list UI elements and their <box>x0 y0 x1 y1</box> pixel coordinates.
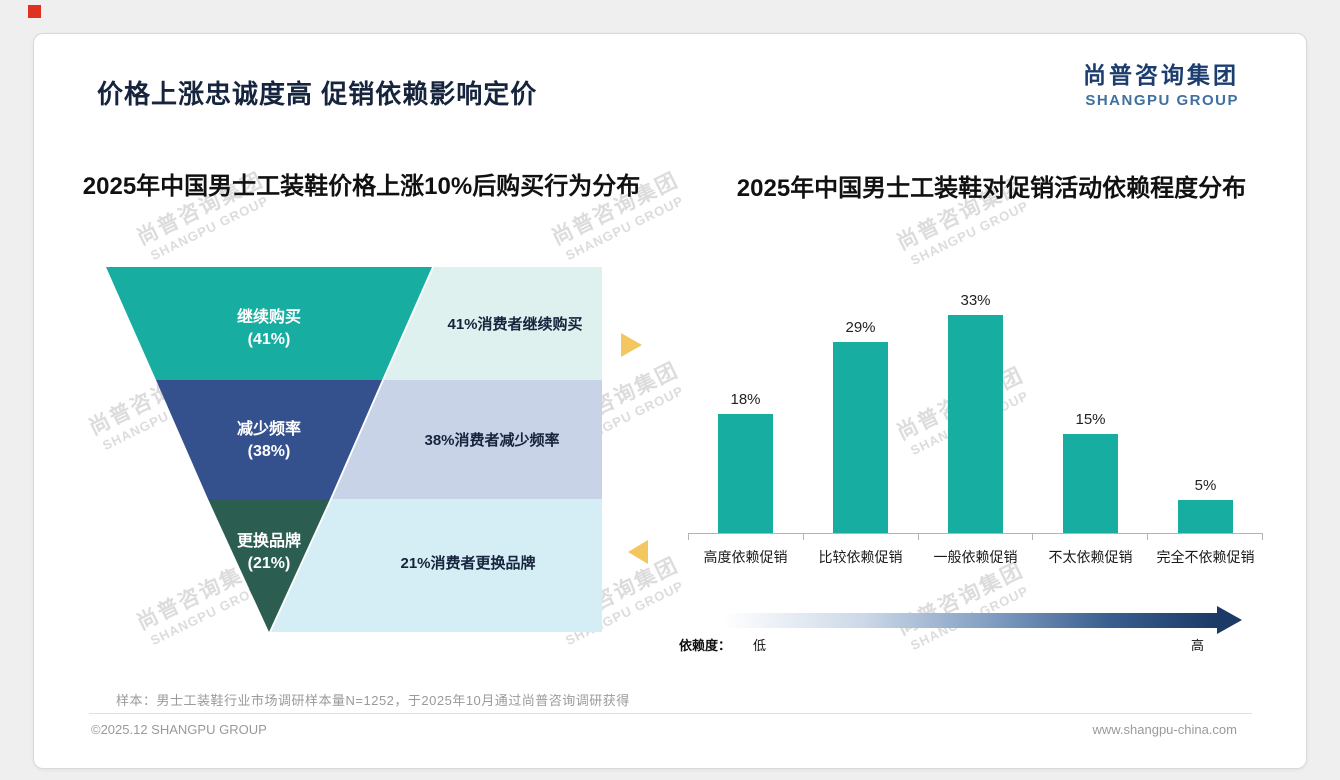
funnel-note-block-1 <box>384 267 602 380</box>
funnel-note-block-2 <box>332 380 602 499</box>
bar-column: 18% <box>688 289 803 533</box>
logo-chinese-name: 尚普咨询集团 <box>1083 62 1239 88</box>
bar-chart: 18% 29% 33% 15% 5% 高度依赖促销 比较依赖促销 一般依赖促销 不太依赖促销 完… <box>688 289 1263 567</box>
funnel-segment-3-pct: (21%) <box>248 555 291 572</box>
funnel-note-1: 41%消费者继续购买 <box>447 315 582 333</box>
bar-chart-title: 2025年中国男士工装鞋对促销活动依赖程度分布 <box>736 175 1247 202</box>
bar <box>1178 500 1233 533</box>
right-arrow-icon <box>621 333 642 357</box>
footer-divider <box>89 713 1252 714</box>
funnel-segment-2-label: 减少频率 <box>237 419 301 438</box>
funnel-note-2: 38%消费者减少频率 <box>424 431 559 449</box>
funnel-segment-2 <box>156 380 382 499</box>
slide-content: 价格上涨忠诚度高 促销依赖影响定价 尚普咨询集团 SHANGPU GROUP 2… <box>34 34 1306 768</box>
bar-category-label: 完全不依赖促销 <box>1156 549 1255 565</box>
funnel-chart: 继续购买 (41%) 减少频率 (38%) 更换品牌 (21%) 41%消费者继… <box>106 267 648 632</box>
axis-tick <box>804 534 919 540</box>
bar <box>833 342 888 533</box>
dependency-axis-title: 依赖度： <box>679 638 732 653</box>
bar-category-label: 比较依赖促销 <box>818 549 903 565</box>
page-title: 价格上涨忠诚度高 促销依赖影响定价 <box>97 79 538 109</box>
bar-value-label: 29% <box>845 319 876 336</box>
bar-value-label: 33% <box>960 292 991 309</box>
footer-copyright: ©2025.12 SHANGPU GROUP <box>91 722 267 737</box>
funnel-segment-3 <box>208 499 330 632</box>
dependency-gradient-arrow <box>723 606 1242 634</box>
axis-tick <box>1148 534 1263 540</box>
bar-categories-row: 高度依赖促销 比较依赖促销 一般依赖促销 不太依赖促销 完全不依赖促销 <box>688 540 1263 567</box>
bar <box>948 315 1003 533</box>
funnel-segment-3-label: 更换品牌 <box>237 531 301 550</box>
bar-ticks-row <box>688 533 1263 540</box>
gradient-arrow-head-icon <box>1217 606 1242 634</box>
gradient-arrow-shaft <box>723 612 1217 628</box>
dependency-high-label: 高 <box>1190 638 1204 653</box>
funnel-segment-1-label: 继续购买 <box>237 307 301 326</box>
bars-row: 18% 29% 33% 15% 5% <box>688 289 1263 533</box>
bar-category-label: 高度依赖促销 <box>703 549 788 565</box>
bar <box>1063 434 1118 533</box>
axis-tick <box>919 534 1034 540</box>
bar-value-label: 18% <box>730 391 761 408</box>
bar-column: 29% <box>803 289 918 533</box>
sample-footnote: 样本：男士工装鞋行业市场调研样本量N=1252，于2025年10月通过尚普咨询调… <box>116 693 630 708</box>
funnel-segment-1-pct: (41%) <box>248 331 291 348</box>
funnel-note-block-3 <box>271 499 602 632</box>
funnel-segment-1 <box>106 267 432 380</box>
axis-tick <box>689 534 804 540</box>
funnel-chart-title: 2025年中国男士工装鞋价格上涨10%后购买行为分布 <box>82 173 641 200</box>
bar-column: 33% <box>918 289 1033 533</box>
bar-value-label: 15% <box>1075 411 1106 428</box>
funnel-note-3: 21%消费者更换品牌 <box>400 554 535 572</box>
funnel-segment-2-pct: (38%) <box>248 443 291 460</box>
footer-website: www.shangpu-china.com <box>1092 722 1237 737</box>
dependency-axis-labels: 依赖度： 低 高 <box>679 635 1242 654</box>
bar-column: 5% <box>1148 289 1263 533</box>
left-arrow-icon <box>628 540 648 564</box>
bar-value-label: 5% <box>1194 477 1217 494</box>
company-logo: 尚普咨询集团 SHANGPU GROUP <box>1083 56 1239 109</box>
axis-tick <box>1033 534 1149 540</box>
bar-column: 15% <box>1033 289 1148 533</box>
bar-category-label: 不太依赖促销 <box>1048 549 1133 565</box>
dependency-low-label: 低 <box>753 638 767 653</box>
bar <box>718 414 773 533</box>
corner-accent-square <box>28 5 41 18</box>
logo-english-name: SHANGPU GROUP <box>1085 92 1239 109</box>
bar-category-label: 一般依赖促销 <box>933 549 1018 565</box>
slide-card: 尚普咨询集团 SHANGPU GROUP 尚普咨询集团 SHANGPU GROUP 尚普… <box>33 33 1307 769</box>
